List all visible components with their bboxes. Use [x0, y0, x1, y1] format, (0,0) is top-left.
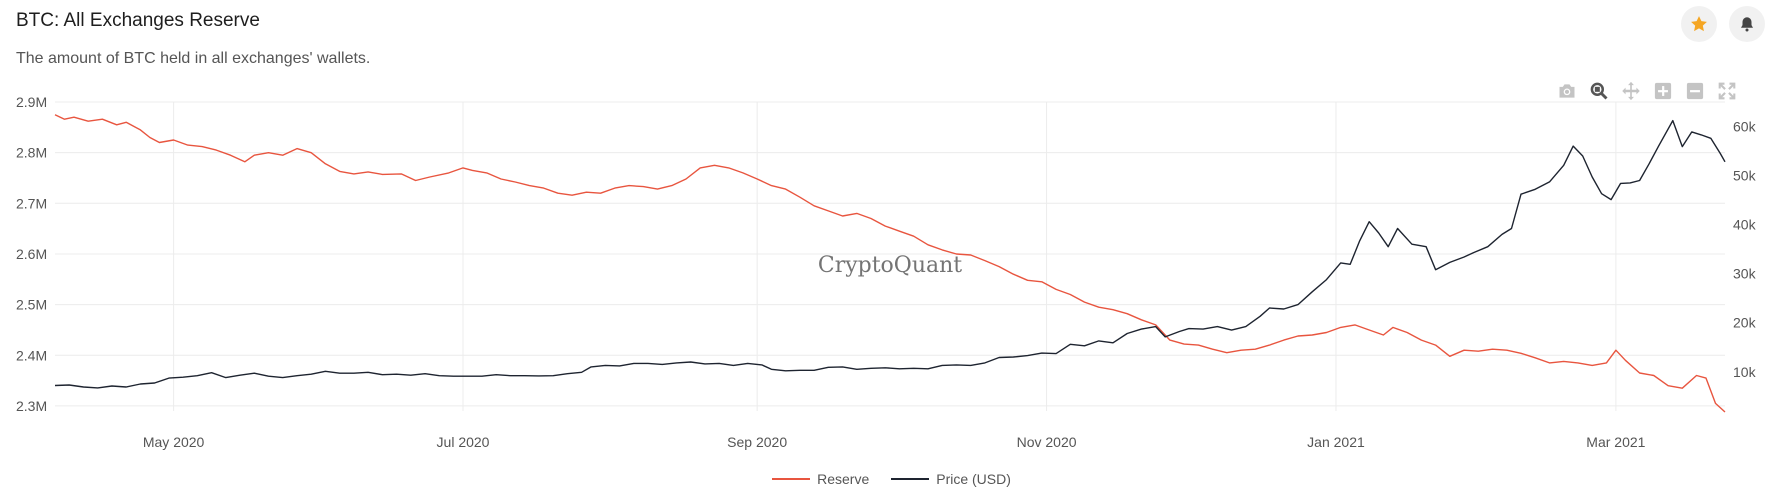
autoscale-icon — [1718, 82, 1736, 100]
legend-swatch-price — [891, 478, 930, 480]
page-subtitle: The amount of BTC held in all exchanges'… — [16, 50, 371, 67]
zoom-icon — [1590, 82, 1608, 100]
reserve-price-chart[interactable]: CryptoQuant 2.3M 2.4M 2.5M 2.6M 2.7M 2.8M 2.9M… — [0, 0, 1783, 470]
page-title: BTC: All Exchanges Reserve — [16, 10, 260, 31]
legend-item-price[interactable]: Price (USD) — [891, 471, 1011, 487]
y-right-tick-label: 30k — [1733, 266, 1757, 282]
price-series-line — [54, 119, 1726, 389]
legend-item-reserve[interactable]: Reserve — [772, 471, 869, 487]
x-tick-label: Jul 2020 — [437, 434, 490, 450]
x-tick-label: May 2020 — [143, 434, 205, 450]
x-tick-label: Nov 2020 — [1017, 434, 1077, 450]
zoom-button[interactable] — [1588, 80, 1610, 102]
autoscale-button[interactable] — [1716, 80, 1738, 102]
legend-swatch-reserve — [772, 478, 811, 480]
y-right-tick-label: 10k — [1733, 364, 1757, 380]
y-left-tick-label: 2.3M — [16, 398, 47, 414]
y-left-tick-label: 2.9M — [16, 94, 47, 110]
zoom-out-button[interactable] — [1684, 80, 1706, 102]
y-left-tick-label: 2.7M — [16, 195, 47, 211]
chart-series — [54, 114, 1726, 413]
alert-button[interactable] — [1729, 6, 1765, 42]
star-icon — [1691, 16, 1707, 32]
reserve-series-line — [54, 114, 1726, 413]
zoom-in-icon — [1654, 82, 1672, 100]
y-right-tick-label: 40k — [1733, 217, 1757, 233]
y-right-tick-label: 50k — [1733, 168, 1757, 184]
x-tick-label: Mar 2021 — [1586, 434, 1645, 450]
chart-legend: Reserve Price (USD) — [0, 471, 1783, 487]
y-left-tick-label: 2.5M — [16, 297, 47, 313]
axis-ticks: 2.3M 2.4M 2.5M 2.6M 2.7M 2.8M 2.9M 10k 20k 30k 40k… — [16, 94, 1757, 450]
camera-icon — [1559, 84, 1575, 98]
chart-toolbar — [1556, 80, 1738, 102]
download-image-button[interactable] — [1556, 80, 1578, 102]
watermark: CryptoQuant — [818, 253, 962, 278]
y-left-tick-label: 2.8M — [16, 145, 47, 161]
chart-grid — [55, 101, 1725, 411]
legend-label-reserve: Reserve — [817, 471, 870, 487]
x-tick-label: Sep 2020 — [727, 434, 787, 450]
pan-button[interactable] — [1620, 80, 1642, 102]
x-tick-label: Jan 2021 — [1307, 434, 1365, 450]
y-right-tick-label: 60k — [1733, 119, 1757, 135]
bell-icon — [1741, 17, 1753, 32]
legend-label-price: Price (USD) — [936, 471, 1011, 487]
zoom-out-icon — [1686, 82, 1704, 100]
pan-icon — [1622, 81, 1640, 101]
favorite-button[interactable] — [1681, 6, 1717, 42]
zoom-in-button[interactable] — [1652, 80, 1674, 102]
y-left-tick-label: 2.4M — [16, 347, 47, 363]
y-right-tick-label: 20k — [1733, 315, 1757, 331]
y-left-tick-label: 2.6M — [16, 246, 47, 262]
